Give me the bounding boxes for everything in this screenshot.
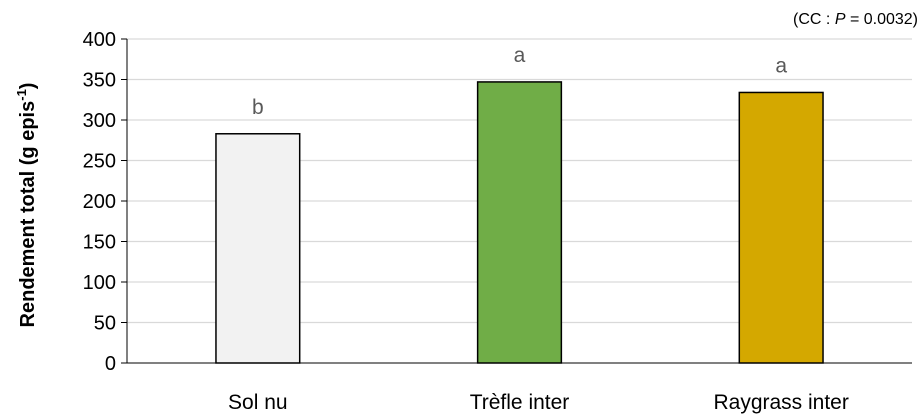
y-tick-label: 400: [83, 29, 116, 51]
y-tick-label: 50: [94, 313, 116, 335]
significance-letter: a: [514, 44, 526, 67]
y-axis-tick-labels: 0 50 100 150 200 250 300 350 400: [83, 29, 116, 375]
y-tick-label: 0: [105, 353, 116, 375]
bar-0: [215, 133, 301, 364]
significance-letters: b a a: [252, 44, 787, 119]
y-tick-label: 100: [83, 272, 116, 294]
y-tick-label: 250: [83, 151, 116, 173]
x-category-label: Sol nu: [228, 391, 288, 414]
significance-letter: b: [252, 96, 264, 119]
significance-letter: a: [775, 54, 787, 77]
x-category-label: Trèfle inter: [470, 391, 570, 414]
bar-2: [738, 91, 824, 364]
x-category-label: Raygrass inter: [713, 391, 848, 414]
bars: [215, 81, 824, 364]
y-tick-label: 150: [83, 232, 116, 254]
bar-1: [476, 81, 563, 364]
y-axis-title: Rendement total (g epis-1): [14, 83, 39, 328]
y-tick-label: 300: [83, 110, 116, 132]
x-axis-category-labels: Sol nu Trèfle inter Raygrass inter: [228, 391, 849, 414]
significance-note: (CC : P = 0.0032): [793, 11, 918, 28]
y-tick-label: 350: [83, 70, 116, 92]
y-tick-label: 200: [83, 191, 116, 213]
